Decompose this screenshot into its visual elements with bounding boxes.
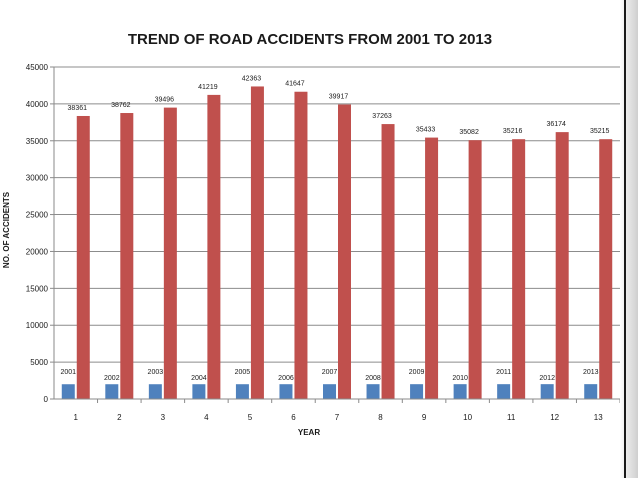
bar-year bbox=[105, 384, 119, 399]
bar-year bbox=[61, 384, 75, 399]
y-tick-label: 5000 bbox=[30, 358, 48, 367]
bar-accidents bbox=[425, 137, 439, 400]
bar-label-year: 2006 bbox=[278, 375, 294, 382]
bar-accidents bbox=[512, 139, 526, 399]
bar-year bbox=[148, 384, 162, 399]
y-tick-label: 10000 bbox=[26, 321, 49, 330]
bar-label-accidents: 35082 bbox=[459, 129, 479, 136]
x-tick-label: 12 bbox=[550, 413, 559, 422]
bar-year bbox=[453, 384, 467, 399]
x-tick-label: 7 bbox=[335, 413, 340, 422]
bar-label-year: 2005 bbox=[235, 369, 251, 376]
bar-year bbox=[366, 384, 380, 399]
bar-accidents bbox=[207, 94, 221, 399]
bar-accidents bbox=[163, 107, 177, 399]
y-tick-label: 25000 bbox=[26, 211, 49, 220]
bar-year bbox=[192, 384, 206, 399]
gridlines bbox=[54, 66, 620, 363]
bar-label-year: 2011 bbox=[496, 369, 511, 376]
y-axis-ticks: 0 5000 10000 15000 20000 25000 30000 35000 40000… bbox=[26, 63, 54, 404]
chart-title: TREND OF ROAD ACCIDENTS FROM 2001 TO 201… bbox=[128, 31, 492, 48]
bar-label-accidents: 39496 bbox=[155, 97, 175, 104]
x-tick-label: 11 bbox=[507, 413, 516, 422]
y-tick-label: 30000 bbox=[26, 174, 49, 183]
bar-label-accidents: 37263 bbox=[372, 113, 392, 120]
bar-accidents bbox=[294, 91, 308, 400]
bar-label-accidents: 41647 bbox=[285, 81, 305, 88]
bar-accidents bbox=[120, 113, 134, 399]
right-edge-line bbox=[624, 0, 626, 478]
y-tick-label: 45000 bbox=[26, 63, 49, 72]
y-tick-label: 40000 bbox=[26, 100, 49, 109]
bar-label-accidents: 38762 bbox=[111, 102, 131, 109]
x-tick-label: 4 bbox=[204, 413, 209, 422]
bars bbox=[61, 86, 613, 400]
bar-year bbox=[279, 384, 293, 399]
bar-label-accidents: 36174 bbox=[546, 121, 566, 128]
bar-accidents bbox=[76, 115, 90, 399]
x-tick-label: 10 bbox=[463, 413, 472, 422]
bar-year bbox=[584, 384, 598, 399]
bar-accidents bbox=[381, 124, 395, 400]
bar-label-year: 2008 bbox=[365, 375, 381, 382]
bar-year bbox=[497, 384, 511, 399]
x-tick-label: 1 bbox=[74, 413, 79, 422]
bar-accidents bbox=[338, 104, 351, 399]
bar-year bbox=[235, 384, 249, 399]
bar-label-year: 2002 bbox=[104, 375, 120, 382]
bar-accidents bbox=[250, 86, 264, 399]
bar-label-year: 2009 bbox=[409, 369, 425, 376]
y-axis-label: NO. OF ACCIDENTS bbox=[2, 191, 11, 268]
bar-label-accidents: 42363 bbox=[242, 75, 262, 82]
bar-label-year: 2012 bbox=[539, 375, 555, 382]
y-tick-label: 0 bbox=[44, 395, 49, 404]
bar-year bbox=[540, 384, 554, 399]
bar-label-accidents: 35215 bbox=[590, 128, 610, 135]
x-axis-label: YEAR bbox=[298, 428, 320, 437]
x-tick-label: 5 bbox=[248, 413, 253, 422]
x-tick-label: 6 bbox=[291, 413, 296, 422]
bar-year bbox=[410, 384, 424, 399]
bar-label-year: 2003 bbox=[148, 369, 164, 376]
bar-year bbox=[323, 384, 336, 399]
y-tick-label: 20000 bbox=[26, 247, 49, 256]
bar-label-accidents: 38361 bbox=[68, 105, 88, 112]
x-axis-ticks: 1 2 3 4 5 6 7 8 9 10 11 12 13 bbox=[74, 399, 621, 422]
bar-label-year: 2010 bbox=[452, 375, 468, 382]
bar-label-year: 2007 bbox=[322, 369, 338, 376]
bar-label-accidents: 41219 bbox=[198, 84, 218, 91]
bar-label-accidents: 35216 bbox=[503, 128, 523, 135]
bar-label-year: 2001 bbox=[60, 369, 76, 376]
bar-labels: 2001 38361 2002 38762 2003 39496 2004 41219 2005… bbox=[60, 75, 609, 382]
bar-accidents bbox=[599, 139, 613, 399]
bar-label-year: 2013 bbox=[583, 369, 599, 376]
bar-label-year: 2004 bbox=[191, 375, 207, 382]
x-tick-label: 8 bbox=[378, 413, 383, 422]
y-tick-label: 35000 bbox=[26, 137, 49, 146]
right-edge-shadow bbox=[620, 0, 638, 478]
x-tick-label: 9 bbox=[422, 413, 427, 422]
x-tick-label: 2 bbox=[117, 413, 122, 422]
bar-accidents bbox=[555, 132, 569, 399]
x-tick-label: 3 bbox=[161, 413, 166, 422]
x-tick-label: 13 bbox=[594, 413, 603, 422]
bar-label-accidents: 39917 bbox=[329, 94, 349, 101]
bar-label-accidents: 35433 bbox=[416, 127, 436, 134]
bar-accidents bbox=[468, 140, 482, 400]
y-tick-label: 15000 bbox=[26, 284, 49, 293]
